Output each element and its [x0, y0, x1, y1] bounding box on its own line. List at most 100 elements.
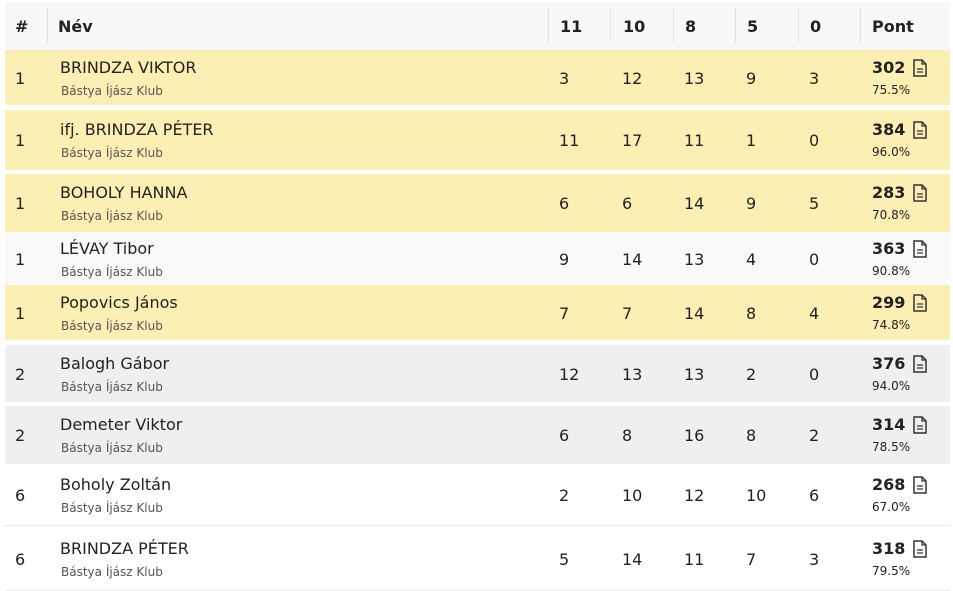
hit-count: 2: [809, 426, 820, 445]
percent: 67.0%: [872, 500, 911, 514]
table-row: [5, 465, 950, 526]
hit-count: 3: [559, 68, 570, 88]
hit-count: 7: [622, 303, 633, 323]
score-sheet-icon[interactable]: [912, 354, 928, 373]
club-name: Bástya Íjász Klub: [61, 565, 163, 579]
club-name: Bástya Íjász Klub: [61, 83, 163, 98]
header-separator: [548, 8, 549, 42]
percent: 78.5%: [872, 440, 911, 454]
doc-icon[interactable]: [912, 121, 928, 139]
doc-icon[interactable]: [912, 416, 928, 434]
hit-count: 4: [809, 303, 820, 323]
doc-icon[interactable]: [912, 184, 928, 202]
hit-count: 11: [684, 550, 705, 569]
club-name: Bástya Íjász Klub: [61, 209, 163, 223]
hit-count: 8: [622, 426, 633, 445]
hit-count: 9: [746, 68, 757, 88]
percent: 96.0%: [872, 145, 911, 159]
club-name: Bástya Íjász Klub: [61, 146, 163, 160]
rank: 6: [15, 486, 26, 505]
header-separator: [735, 8, 736, 42]
header-separator: [47, 8, 48, 42]
hit-count: 5: [809, 194, 820, 213]
athlete-name: Balogh Gábor: [60, 353, 170, 373]
hit-count: 2: [559, 486, 570, 505]
percent: 74.8%: [872, 317, 911, 332]
doc-icon[interactable]: [912, 476, 928, 494]
club-name: Bástya Íjász Klub: [61, 379, 163, 394]
athlete-name: Boholy Zoltán: [60, 475, 172, 494]
hit-count: 3: [809, 68, 820, 88]
score-sheet-icon[interactable]: [912, 293, 928, 312]
hit-count: 0: [809, 249, 820, 269]
hit-count: 14: [622, 550, 643, 569]
header-cell: 5: [747, 17, 759, 36]
percent: 75.5%: [872, 82, 911, 97]
hit-count: 14: [622, 249, 643, 269]
athlete-name: ifj. BRINDZA PÉTER: [60, 120, 214, 139]
doc-icon[interactable]: [912, 293, 928, 312]
score-sheet-icon[interactable]: [912, 416, 928, 434]
hit-count: 14: [684, 194, 705, 213]
athlete-name: Popovics János: [60, 292, 178, 312]
doc-icon[interactable]: [912, 239, 928, 258]
header-cell: #: [15, 17, 29, 36]
hit-count: 5: [559, 550, 570, 569]
hit-count: 0: [809, 131, 820, 150]
score-sheet-icon[interactable]: [912, 58, 928, 77]
athlete-name: BRINDZA PÉTER: [60, 539, 189, 558]
score-sheet-icon[interactable]: [912, 184, 928, 202]
hit-count: 4: [746, 249, 757, 269]
hit-count: 1: [746, 131, 757, 150]
header-cell: 0: [810, 17, 822, 36]
rank: 2: [15, 364, 26, 384]
points: 302: [872, 57, 906, 77]
doc-icon[interactable]: [912, 540, 928, 558]
doc-icon[interactable]: [912, 58, 928, 77]
athlete-name: BOHOLY HANNA: [60, 183, 188, 202]
table-row: [5, 174, 950, 232]
score-sheet-icon[interactable]: [912, 239, 928, 258]
percent: 94.0%: [872, 378, 911, 393]
hit-count: 3: [809, 550, 820, 569]
score-sheet-icon[interactable]: [912, 476, 928, 494]
header-cell: 8: [685, 17, 697, 36]
club-name: Bástya Íjász Klub: [61, 318, 163, 333]
doc-icon[interactable]: [912, 354, 928, 373]
points: 384: [872, 120, 906, 139]
table-row: [5, 528, 950, 591]
points: 363: [872, 238, 906, 258]
header-separator: [860, 8, 861, 42]
hit-count: 0: [809, 364, 820, 384]
header-cell: Név: [58, 17, 93, 36]
hit-count: 14: [684, 303, 705, 323]
table-row: [5, 285, 950, 340]
percent: 70.8%: [872, 208, 911, 222]
header-separator: [798, 8, 799, 42]
hit-count: 10: [622, 486, 643, 505]
hit-count: 8: [746, 426, 757, 445]
score-sheet-icon[interactable]: [912, 121, 928, 139]
rank: 1: [15, 68, 26, 88]
percent: 79.5%: [872, 564, 911, 578]
hit-count: 13: [622, 364, 643, 384]
hit-count: 7: [746, 550, 757, 569]
header-row: [5, 2, 950, 51]
hit-count: 6: [622, 194, 633, 213]
club-name: Bástya Íjász Klub: [61, 264, 163, 279]
hit-count: 9: [746, 194, 757, 213]
score-sheet-icon[interactable]: [912, 540, 928, 558]
points: 314: [872, 415, 906, 434]
header-cell: 10: [623, 17, 646, 36]
club-name: Bástya Íjász Klub: [61, 501, 163, 515]
rank: 6: [15, 550, 26, 569]
hit-count: 12: [622, 68, 643, 88]
rank: 2: [15, 426, 26, 445]
hit-count: 13: [684, 68, 705, 88]
percent: 90.8%: [872, 263, 911, 278]
rank: 1: [15, 131, 26, 150]
table-row: [5, 345, 950, 402]
athlete-name: Demeter Viktor: [60, 415, 183, 434]
hit-count: 7: [559, 303, 570, 323]
